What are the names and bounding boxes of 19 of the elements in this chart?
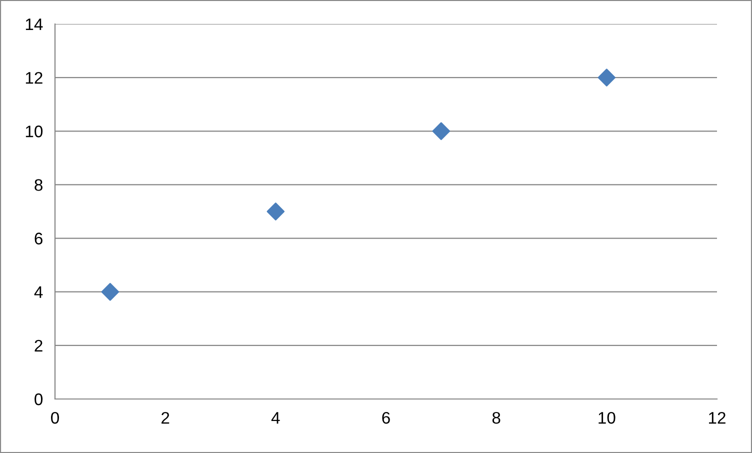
y-tick-label: 12 <box>26 72 42 84</box>
x-tick-label: 8 <box>492 412 500 424</box>
point <box>432 122 450 140</box>
y-tick-label: 6 <box>34 232 42 244</box>
point <box>101 282 120 301</box>
y-tick-label: 2 <box>34 340 42 352</box>
x-tick-label: 2 <box>162 412 170 424</box>
x-tick-label: 4 <box>271 412 280 424</box>
x-tick-label: 10 <box>598 412 616 424</box>
y-tick-label: 0 <box>34 393 43 406</box>
x-tick-label: 12 <box>709 412 726 424</box>
x-tick-label: 6 <box>382 412 390 424</box>
y-tick-label: 14 <box>26 18 43 30</box>
point <box>598 68 616 86</box>
x-tick-label: 0 <box>51 412 59 424</box>
point <box>266 202 285 220</box>
y-tick-label: 4 <box>34 286 43 298</box>
y-tick-label: 8 <box>34 179 42 191</box>
y-tick-label: 10 <box>26 126 43 138</box>
